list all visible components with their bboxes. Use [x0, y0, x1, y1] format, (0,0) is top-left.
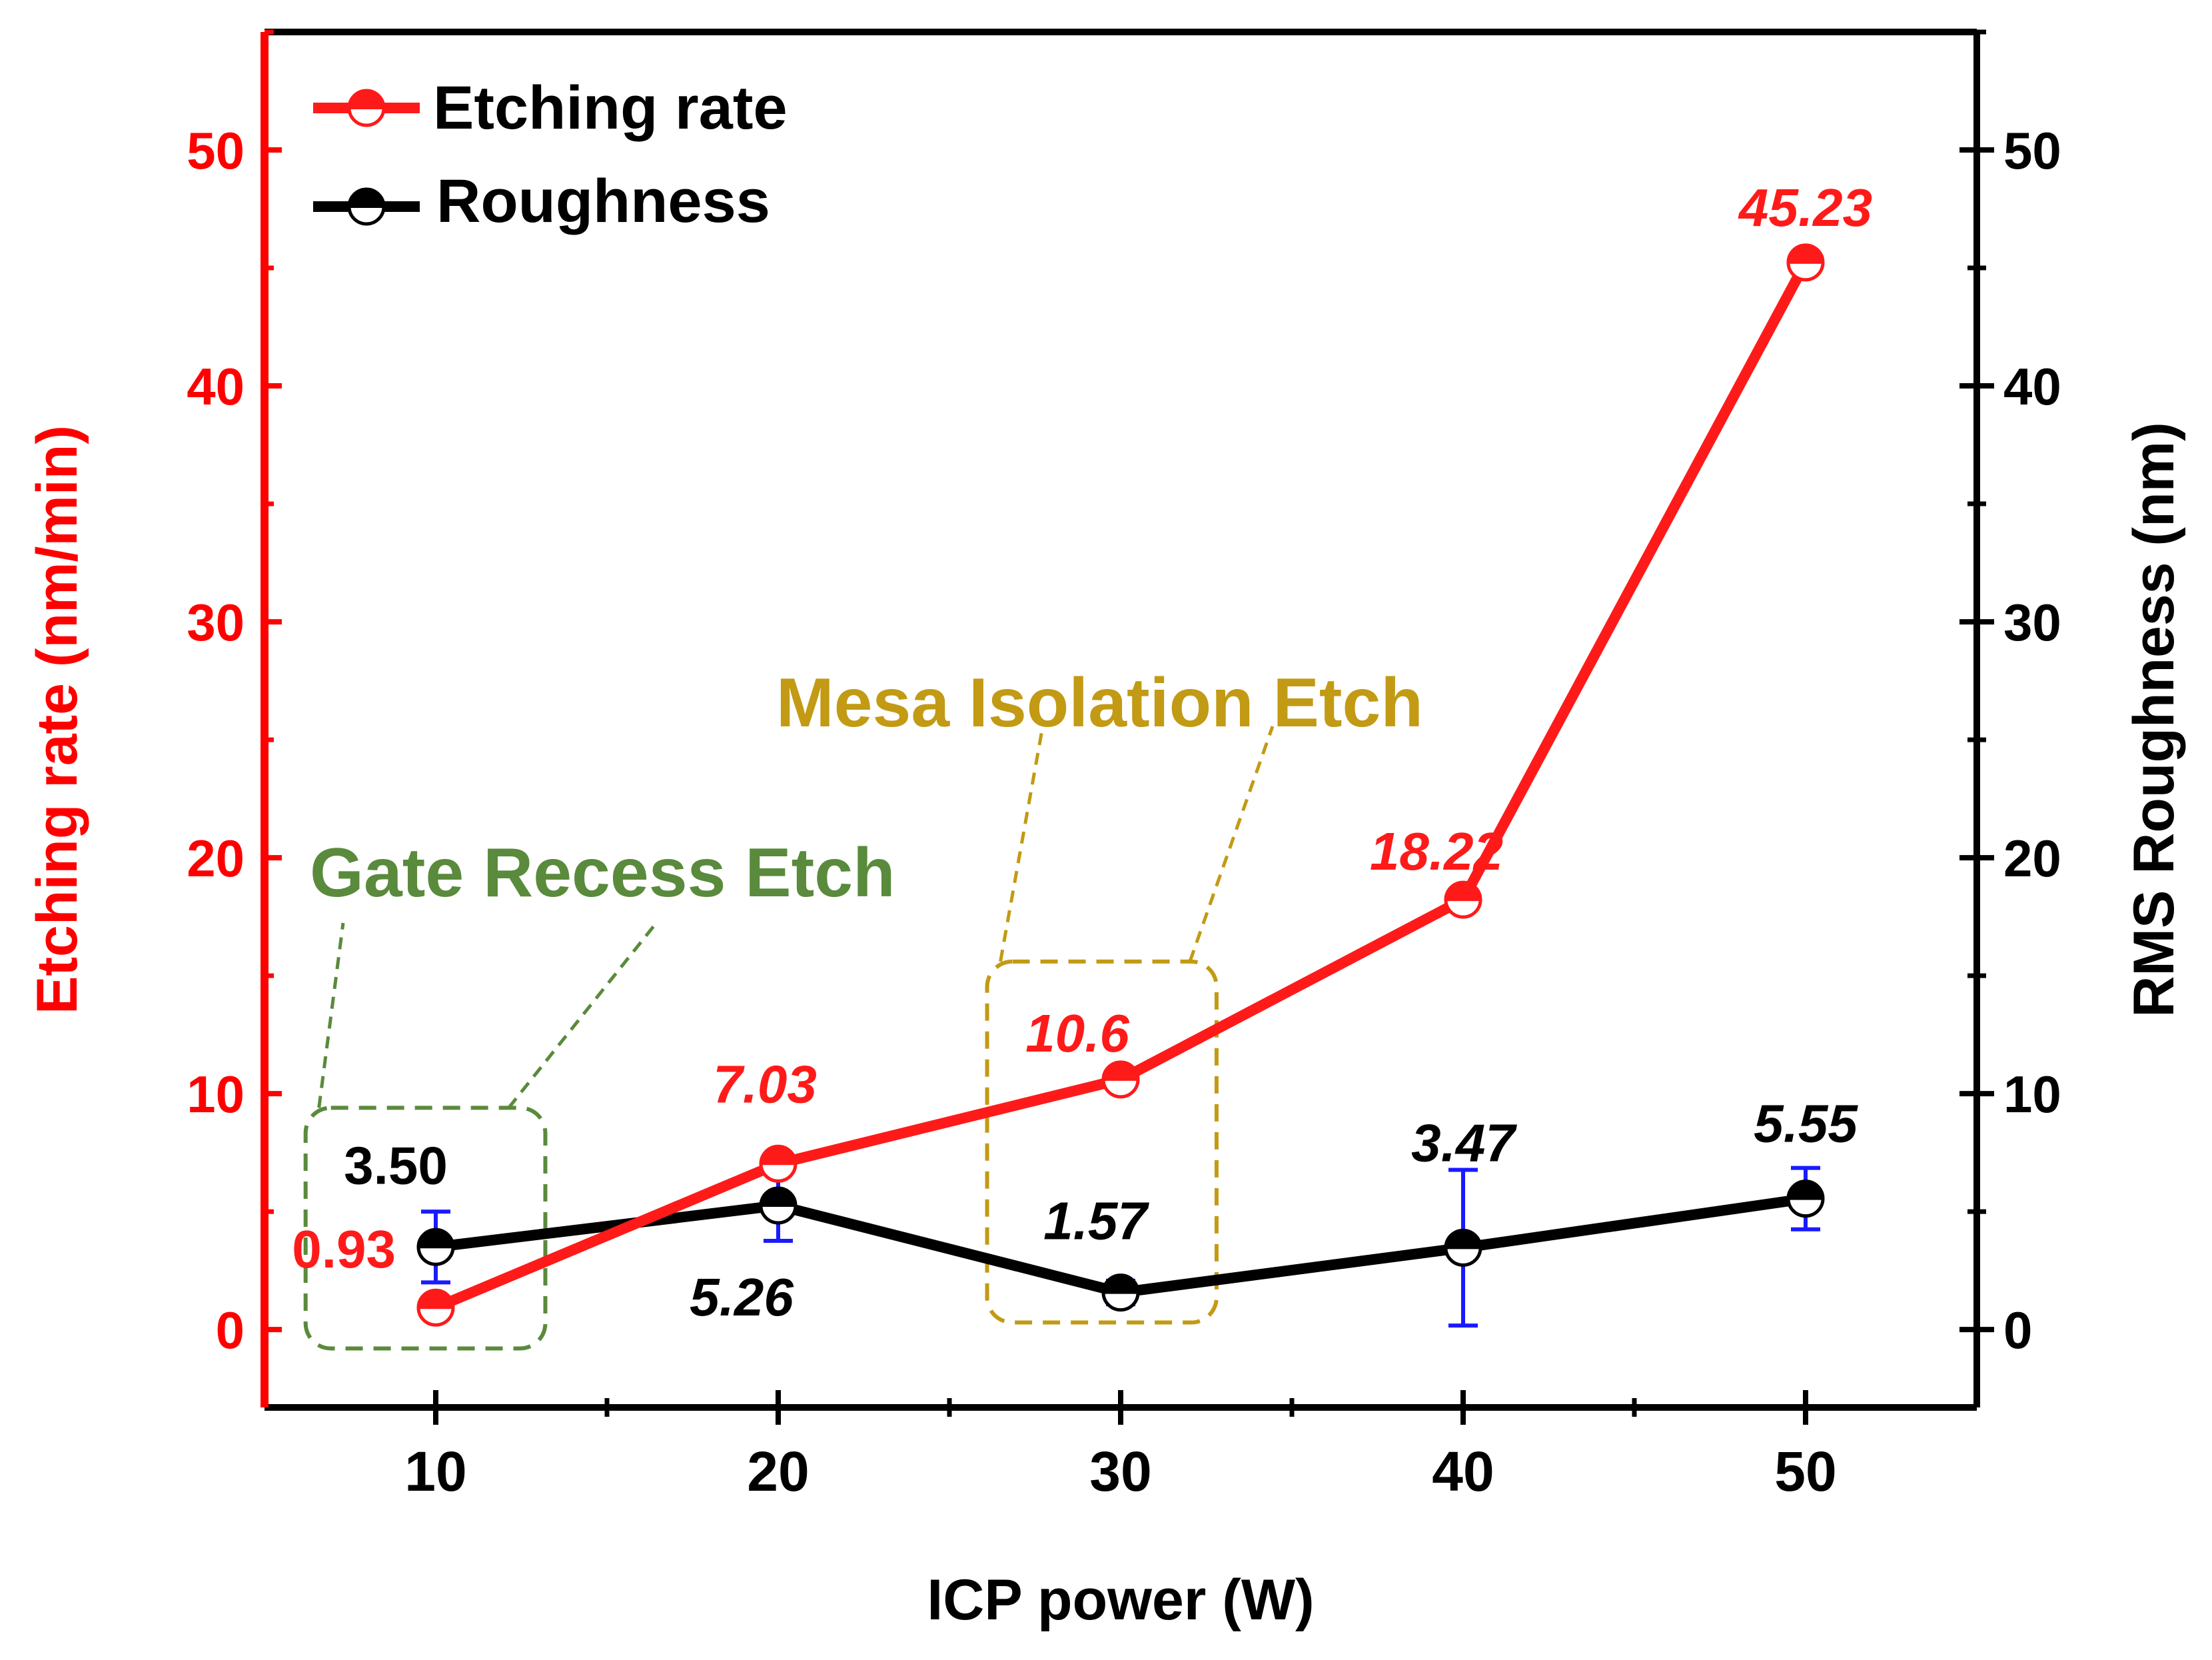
legend-roughness-marker-shape [347, 187, 386, 226]
x-axis-title: ICP power (W) [927, 1568, 1314, 1632]
y-axis-left-title: Etching rate (nm/min) [25, 425, 89, 1014]
etching-rate-value-label: 7.03 [713, 1054, 817, 1114]
roughness-point [1444, 1228, 1482, 1267]
etching-rate-point-fill [418, 1290, 453, 1308]
y-left-tick-label: 20 [187, 829, 245, 888]
roughness-point [416, 1228, 455, 1266]
etching-rate-point-fill [1103, 1062, 1138, 1080]
legend-etching-marker-shape [347, 89, 386, 127]
data-series [416, 243, 1825, 1328]
roughness-point [759, 1186, 798, 1225]
y-left-tick-label: 40 [187, 357, 245, 416]
y-right-tick-label: 20 [2003, 829, 2061, 888]
roughness-point [1101, 1273, 1140, 1312]
legend-roughness-marker-shape-fill [349, 189, 384, 207]
mesa-isolation-box [985, 959, 1219, 1325]
y-axis-right-title: RMS Roughness (nm) [2122, 422, 2186, 1017]
roughness-value-label: 5.55 [1754, 1094, 1858, 1154]
x-tick-label: 40 [1432, 1440, 1494, 1503]
y-left-tick-label: 0 [216, 1301, 245, 1359]
roughness-point-fill [1446, 1230, 1480, 1248]
etching-rate-value-label: 18.22 [1370, 822, 1503, 881]
y-right-tick-label: 50 [2003, 121, 2061, 180]
legend: Etching rate Roughness [313, 74, 788, 235]
roughness-value-label: 3.47 [1411, 1113, 1517, 1172]
roughness-point-fill [418, 1230, 453, 1247]
data-labels: 0.93 7.03 10.6 18.22 45.23 3.50 5.26 1.57 3.47 5.… [292, 178, 1872, 1327]
x-tick-label: 20 [747, 1440, 809, 1503]
gate-recess-label: Gate Recess Etch [310, 834, 895, 912]
legend-etching-marker [347, 89, 386, 127]
y-right-tick-label: 0 [2003, 1301, 2032, 1359]
etching-rate-point [759, 1144, 798, 1183]
x-tick-label: 50 [1774, 1440, 1836, 1503]
etching-rate-point [1101, 1060, 1140, 1099]
etching-rate-point-fill [1446, 882, 1480, 900]
roughness-point [1786, 1180, 1825, 1218]
etching-rate-point-fill [761, 1146, 796, 1164]
legend-etching-marker-shape-fill [349, 91, 384, 108]
mesa-isolation-label: Mesa Isolation Etch [776, 664, 1423, 742]
gate-recess-leader-left [317, 922, 345, 1108]
mesa-isolation-leader-left [999, 726, 1045, 962]
roughness-value-label: 1.57 [1043, 1192, 1149, 1251]
axis-ticks: 0 10 20 30 40 50 0 10 20 30 40 50 10 20 30 40 50 [187, 29, 2061, 1503]
y-right-tick-label: 30 [2003, 593, 2061, 652]
etching-rate-point-fill [1788, 245, 1823, 263]
y-left-tick-label: 50 [187, 121, 245, 180]
etching-rate-value-label: 45.23 [1738, 178, 1872, 237]
y-left-tick-label: 10 [187, 1065, 245, 1124]
roughness-value-label: 3.50 [344, 1136, 448, 1195]
annotation-boxes: Gate Recess Etch Mesa Isolation Etch [303, 664, 1423, 1351]
etching-rate-point [1444, 880, 1482, 919]
etching-rate-point [416, 1288, 455, 1327]
legend-etching-label: Etching rate [433, 74, 788, 142]
x-tick-label: 30 [1089, 1440, 1151, 1503]
gate-recess-leader-right [507, 922, 658, 1109]
y-right-tick-label: 40 [2003, 357, 2061, 416]
legend-roughness-marker [347, 187, 386, 226]
etching-rate-value-label: 0.93 [292, 1220, 396, 1279]
mesa-isolation-leader-right [1188, 726, 1275, 962]
etching-rate-value-label: 10.6 [1025, 1004, 1129, 1063]
roughness-point-fill [1103, 1275, 1138, 1293]
legend-roughness-label: Roughness [436, 167, 770, 235]
roughness-value-label: 5.26 [690, 1267, 794, 1327]
roughness-point-fill [1788, 1181, 1823, 1199]
etching-rate-point [1786, 243, 1825, 282]
etching-rate-line [433, 260, 1811, 1313]
roughness-point-fill [761, 1188, 796, 1206]
x-tick-label: 10 [404, 1440, 466, 1503]
gate-recess-box [303, 1106, 548, 1351]
y-right-tick-label: 10 [2003, 1065, 2061, 1124]
y-left-tick-label: 30 [187, 593, 245, 652]
